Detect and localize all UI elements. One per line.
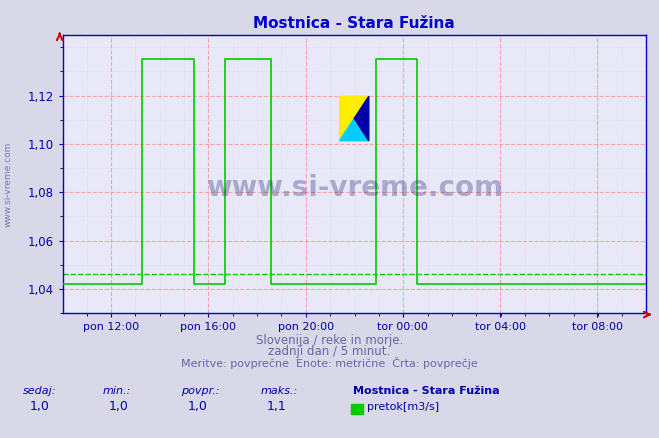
Text: zadnji dan / 5 minut.: zadnji dan / 5 minut. xyxy=(268,345,391,358)
Polygon shape xyxy=(339,119,369,141)
Text: pretok[m3/s]: pretok[m3/s] xyxy=(367,402,439,412)
Text: www.si-vreme.com: www.si-vreme.com xyxy=(3,141,13,226)
Text: Mostnica - Stara Fužina: Mostnica - Stara Fužina xyxy=(353,386,499,396)
Text: povpr.:: povpr.: xyxy=(181,386,219,396)
Text: min.:: min.: xyxy=(102,386,130,396)
Polygon shape xyxy=(355,96,369,141)
Polygon shape xyxy=(339,96,369,141)
Text: 1,0: 1,0 xyxy=(30,399,49,413)
Text: sedaj:: sedaj: xyxy=(23,386,57,396)
Text: maks.:: maks.: xyxy=(260,386,298,396)
Text: 1,0: 1,0 xyxy=(109,399,129,413)
Text: 1,0: 1,0 xyxy=(188,399,208,413)
Text: www.si-vreme.com: www.si-vreme.com xyxy=(206,174,503,202)
Text: Slovenija / reke in morje.: Slovenija / reke in morje. xyxy=(256,334,403,347)
Text: 1,1: 1,1 xyxy=(267,399,287,413)
Title: Mostnica - Stara Fužina: Mostnica - Stara Fužina xyxy=(253,16,455,31)
Text: Meritve: povprečne  Enote: metrične  Črta: povprečje: Meritve: povprečne Enote: metrične Črta:… xyxy=(181,357,478,369)
